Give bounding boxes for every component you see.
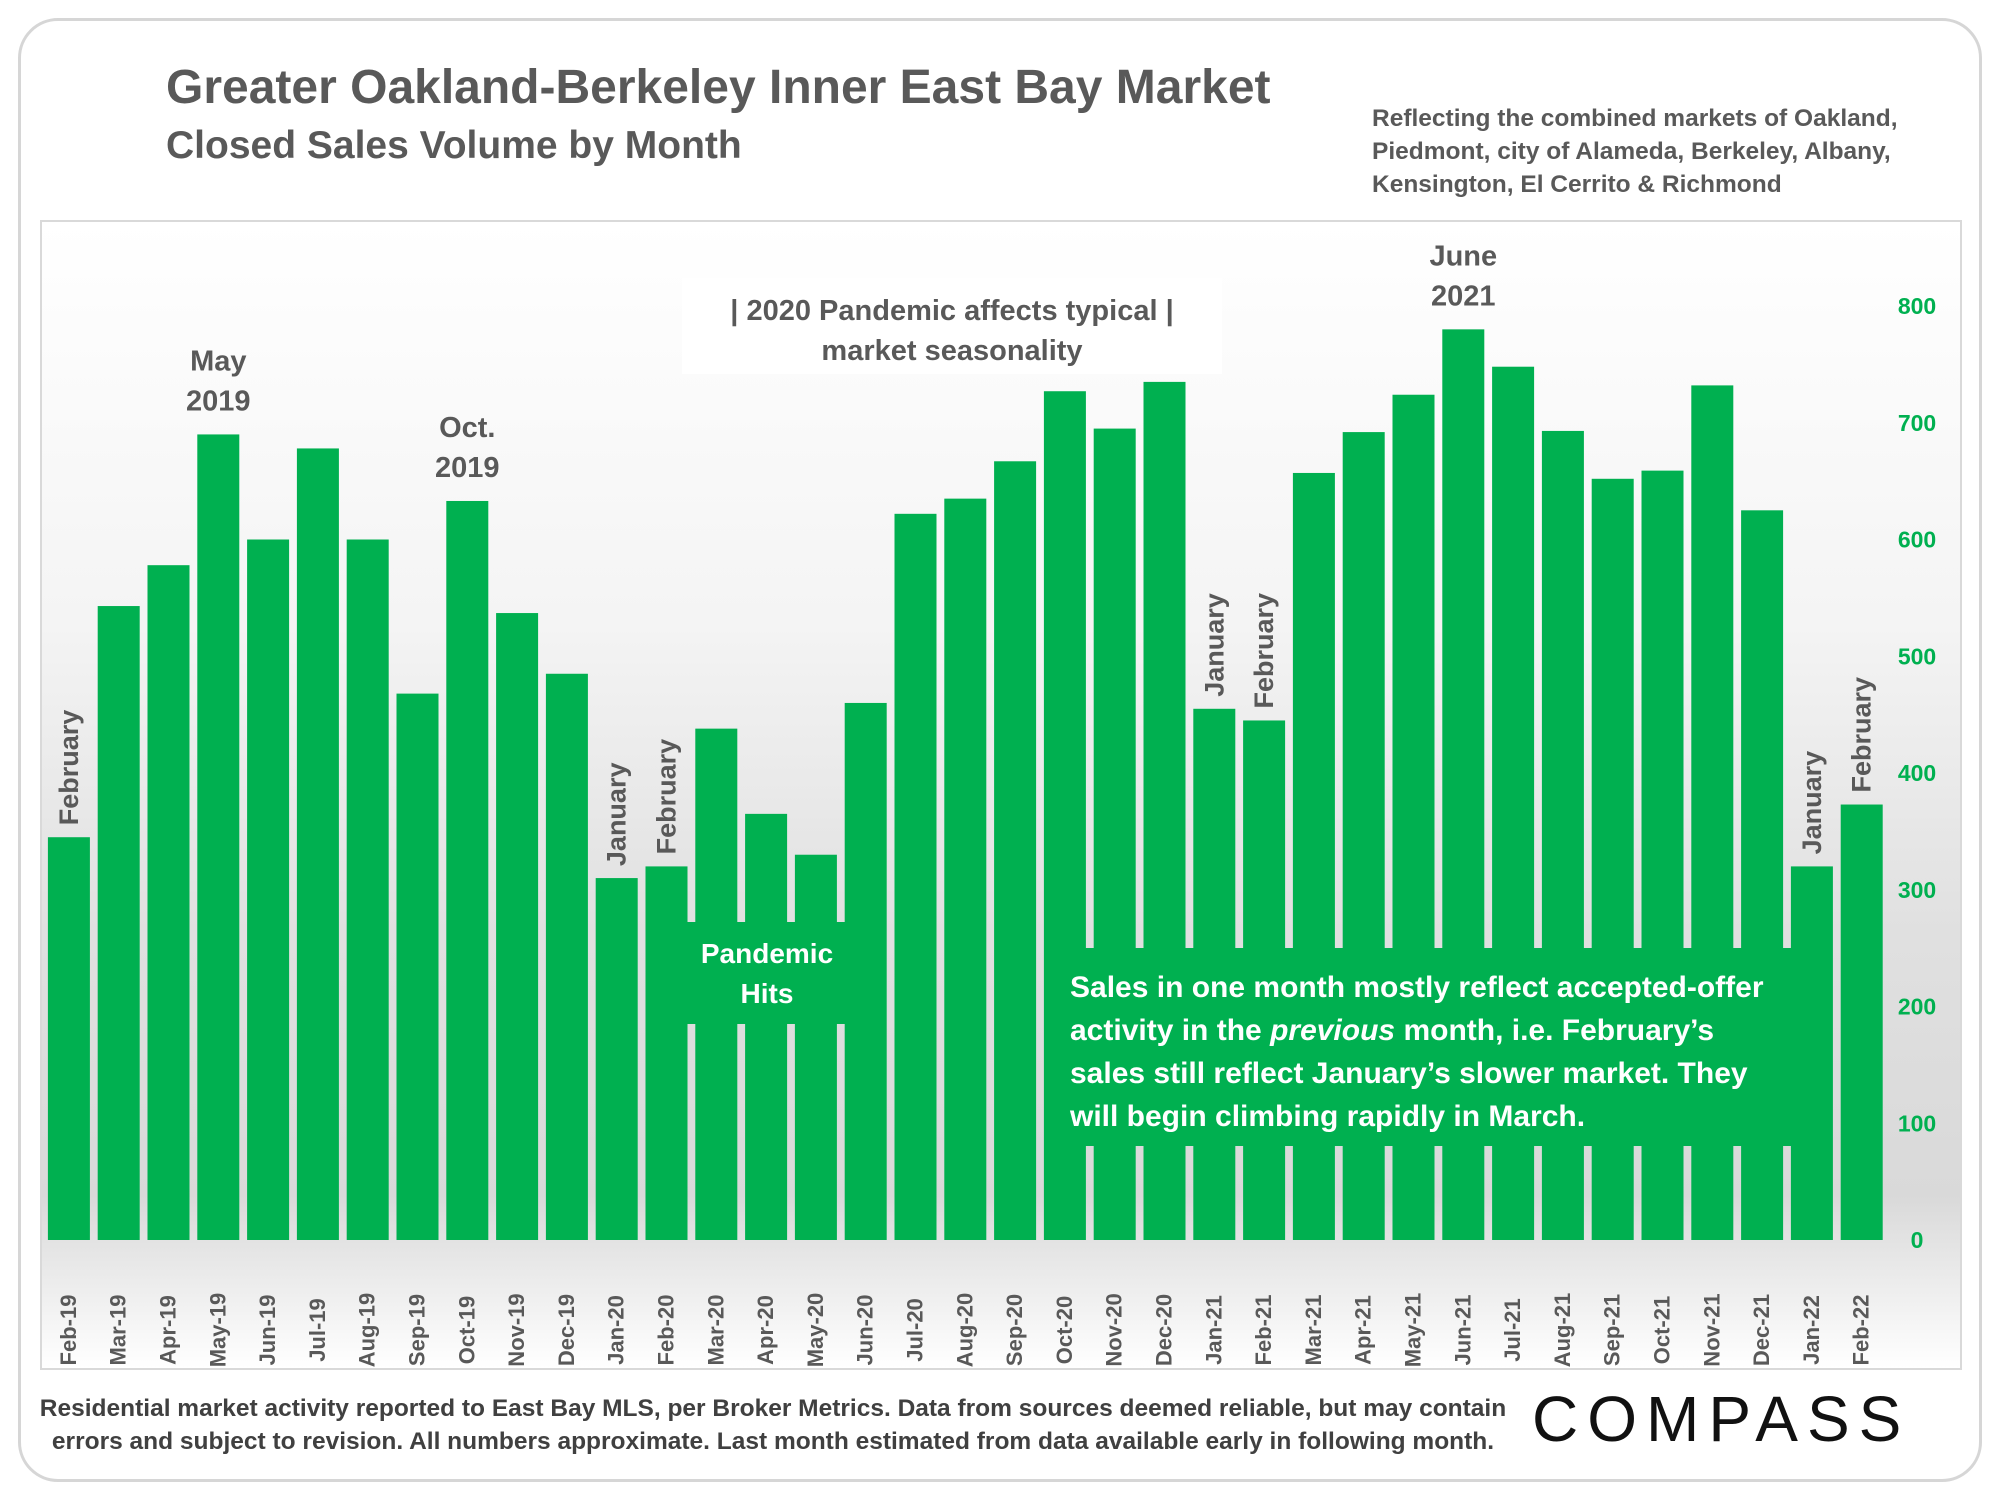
pandemic-note-text: market seasonality bbox=[821, 335, 1082, 367]
compass-logo: COMPASS bbox=[1532, 1383, 1911, 1455]
y-tick-label: 0 bbox=[1911, 1227, 1924, 1253]
callout-text: will begin climbing rapidly in March. bbox=[1069, 1100, 1585, 1133]
y-tick-label: 100 bbox=[1898, 1110, 1936, 1136]
callout-text: activity in the previous month, i.e. Feb… bbox=[1070, 1014, 1714, 1047]
x-tick-label: Feb-21 bbox=[1251, 1295, 1276, 1366]
peak-annotation: May bbox=[190, 345, 246, 377]
x-tick-label: Jul-20 bbox=[903, 1298, 928, 1362]
bar bbox=[496, 613, 539, 1240]
bar-month-label: January bbox=[602, 763, 632, 867]
bar bbox=[197, 434, 240, 1240]
bar bbox=[844, 702, 887, 1240]
x-tick-label: Jan-21 bbox=[1201, 1295, 1226, 1365]
bar bbox=[794, 854, 837, 1240]
x-tick-label: Aug-20 bbox=[952, 1293, 977, 1368]
bar-month-label: February bbox=[54, 710, 84, 826]
pandemic-note-text: | 2020 Pandemic affects typical | bbox=[730, 295, 1173, 327]
x-tick-label: Oct-20 bbox=[1052, 1296, 1077, 1364]
y-tick-label: 700 bbox=[1898, 410, 1936, 436]
peak-annotation: June bbox=[1429, 240, 1497, 272]
x-tick-label: Jan-22 bbox=[1799, 1295, 1824, 1365]
x-tick-label: Jul-19 bbox=[305, 1298, 330, 1362]
bar-month-label: February bbox=[652, 739, 682, 855]
y-tick-label: 800 bbox=[1898, 293, 1936, 319]
bar-month-label: February bbox=[1249, 593, 1279, 709]
bar-month-label: February bbox=[1847, 677, 1877, 793]
x-tick-label: Apr-20 bbox=[753, 1295, 778, 1365]
bar-chart: Feb-19 Mar-19 Apr-19 May-19 Jun-19 Jul-19 Aug-… bbox=[47, 240, 1936, 1368]
x-tick-label: Mar-21 bbox=[1301, 1295, 1326, 1366]
x-tick-label: Jun-21 bbox=[1450, 1295, 1475, 1366]
bar bbox=[595, 878, 638, 1240]
bar-month-label: January bbox=[1199, 593, 1229, 697]
bar bbox=[894, 513, 937, 1240]
x-tick-label: May-20 bbox=[803, 1293, 828, 1368]
x-tick-label: Nov-20 bbox=[1102, 1293, 1127, 1366]
x-tick-label: Nov-21 bbox=[1699, 1293, 1724, 1366]
bar bbox=[346, 539, 389, 1240]
peak-annotation: 2019 bbox=[186, 385, 251, 417]
x-tick-label: Apr-19 bbox=[156, 1295, 181, 1365]
bar bbox=[994, 461, 1037, 1241]
y-tick-label: 400 bbox=[1898, 760, 1936, 786]
x-tick-label: Jul-21 bbox=[1500, 1298, 1525, 1362]
x-tick-label: Sep-19 bbox=[405, 1294, 430, 1366]
x-tick-label: Aug-19 bbox=[355, 1293, 380, 1368]
x-tick-label: Feb-22 bbox=[1849, 1295, 1874, 1366]
x-tick-label: May-19 bbox=[205, 1293, 230, 1368]
markets-note: Reflecting the combined markets of Oakla… bbox=[1372, 105, 1898, 198]
callout-box bbox=[1054, 948, 1816, 1146]
bar bbox=[1840, 804, 1883, 1240]
peak-annotation: 2019 bbox=[435, 452, 500, 484]
x-tick-label: Mar-20 bbox=[703, 1295, 728, 1366]
bar bbox=[545, 673, 588, 1240]
chart-subtitle: Closed Sales Volume by Month bbox=[166, 124, 742, 167]
pandemic-hits-text: Hits bbox=[741, 978, 794, 1009]
x-tick-label: Jan-20 bbox=[604, 1295, 629, 1365]
bar bbox=[47, 837, 90, 1240]
y-tick-label: 300 bbox=[1898, 877, 1936, 903]
plot-area: Feb-19 Mar-19 Apr-19 May-19 Jun-19 Jul-19 Aug-… bbox=[40, 220, 1962, 1370]
pandemic-note-box bbox=[682, 278, 1222, 374]
bar bbox=[745, 813, 788, 1240]
bar bbox=[944, 498, 987, 1240]
x-tick-label: Nov-19 bbox=[504, 1293, 529, 1366]
x-tick-label: Sep-20 bbox=[1002, 1294, 1027, 1366]
x-tick-label: Jun-20 bbox=[853, 1295, 878, 1366]
x-tick-label: May-21 bbox=[1401, 1293, 1426, 1368]
peak-annotation: Oct. bbox=[439, 412, 495, 444]
bar bbox=[97, 606, 140, 1240]
bar bbox=[247, 539, 290, 1240]
bar bbox=[446, 500, 489, 1240]
x-tick-label: Aug-21 bbox=[1550, 1293, 1575, 1368]
bar-month-label: January bbox=[1797, 751, 1827, 855]
bar bbox=[296, 448, 339, 1240]
footer-disclaimer: Residential market activity reported to … bbox=[39, 1395, 1507, 1455]
x-tick-label: Dec-21 bbox=[1749, 1294, 1774, 1366]
x-tick-label: Feb-19 bbox=[56, 1295, 81, 1366]
x-tick-label: Dec-20 bbox=[1152, 1294, 1177, 1366]
y-tick-label: 600 bbox=[1898, 527, 1936, 553]
x-tick-label: Jun-19 bbox=[255, 1295, 280, 1366]
x-tick-label: Oct-19 bbox=[454, 1296, 479, 1364]
y-tick-label: 200 bbox=[1898, 994, 1936, 1020]
peak-annotation: 2021 bbox=[1431, 280, 1496, 312]
x-tick-label: Apr-21 bbox=[1351, 1295, 1376, 1365]
chart-title: Greater Oakland-Berkeley Inner East Bay … bbox=[166, 61, 1271, 114]
x-tick-label: Mar-19 bbox=[106, 1295, 131, 1366]
bar bbox=[645, 866, 688, 1240]
y-tick-label: 500 bbox=[1898, 643, 1936, 669]
x-tick-label: Feb-20 bbox=[654, 1295, 679, 1366]
x-tick-label: Oct-21 bbox=[1650, 1296, 1675, 1364]
x-tick-label: Sep-21 bbox=[1600, 1294, 1625, 1366]
callout-text: Sales in one month mostly reflect accept… bbox=[1070, 971, 1764, 1004]
pandemic-hits-text: Pandemic bbox=[701, 938, 833, 969]
bar bbox=[396, 693, 439, 1240]
callout-text: sales still reflect January’s slower mar… bbox=[1070, 1057, 1748, 1090]
x-tick-label: Dec-19 bbox=[554, 1294, 579, 1366]
bar bbox=[147, 565, 190, 1240]
pandemic-hits-box bbox=[687, 922, 847, 1024]
